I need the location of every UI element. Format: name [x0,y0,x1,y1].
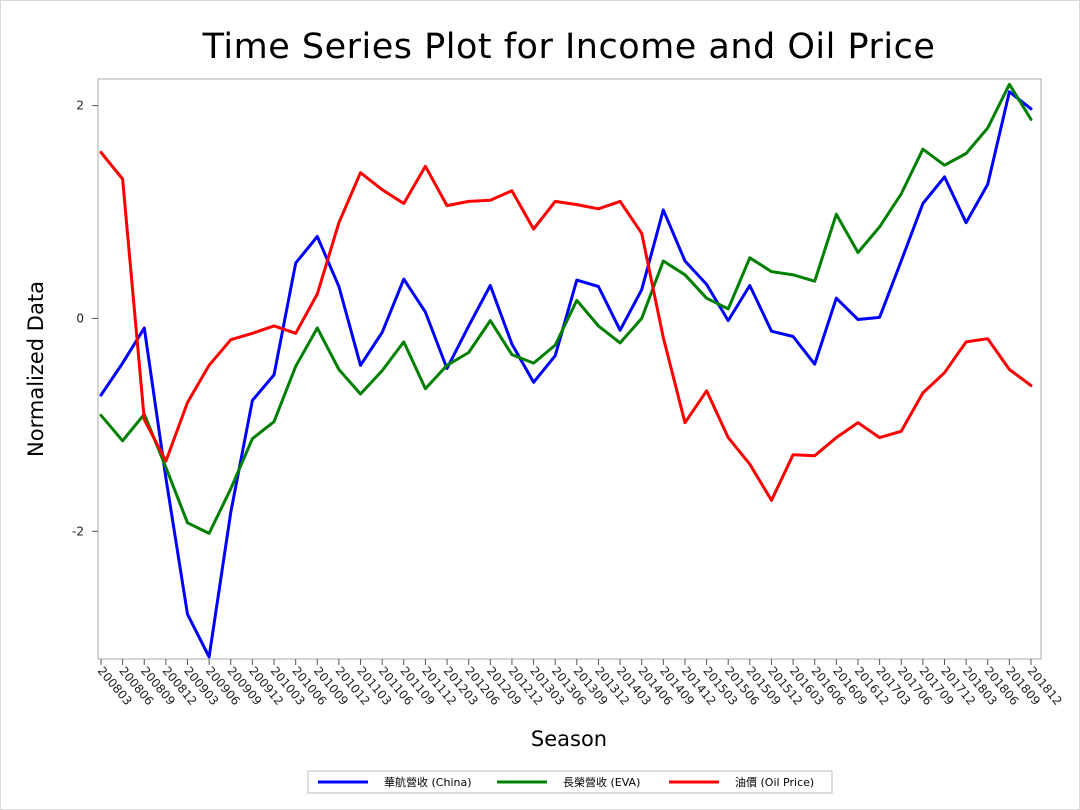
y-tick-label: 0 [76,311,84,325]
series-line-0 [99,90,1033,659]
x-axis-label: Season [531,727,607,751]
y-tick-label: 2 [76,99,84,113]
series-line-2 [99,150,1033,502]
series-line-1 [99,82,1033,535]
legend-label-2: 油價 (Oil Price) [735,775,814,789]
legend [307,770,833,794]
chart-title: Time Series Plot for Income and Oil Pric… [202,27,936,67]
x-axis: 2008032008062008092008122009032009062009… [95,659,1065,708]
series-lines [99,82,1033,659]
y-axis: 2 0 -2 [72,99,98,538]
legend-label-0: 華航營收 (China) [384,775,472,789]
y-tick-label: -2 [72,524,84,538]
plot-area [97,78,1042,660]
y-axis-label: Normalized Data [24,281,48,457]
legend-label-1: 長榮營收 (EVA) [563,775,640,789]
legend-items: 華航營收 (China) 長榮營收 (EVA) 油價 (Oil Price) [318,775,814,789]
